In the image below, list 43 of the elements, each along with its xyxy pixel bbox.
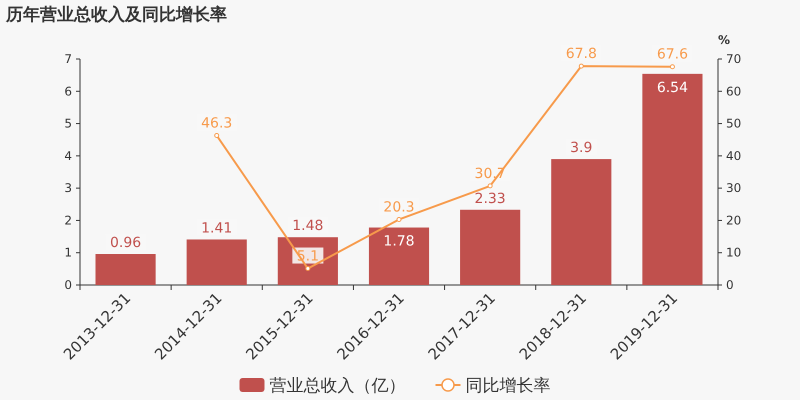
y2-tick-label: 70 [726,52,742,66]
y2-axis-title: % [718,33,730,47]
y-tick-label: 0 [64,278,72,292]
y2-tick-label: 20 [726,213,742,228]
y-tick-label: 6 [64,84,72,98]
data-label: 6.54 [656,80,688,96]
data-label: 0.96 [110,235,142,252]
chart-title: 历年营业总收入及同比增长率 [5,5,227,25]
point [488,183,493,188]
data-label: 1.48 [292,218,324,234]
data-label: 20.3 [383,199,415,216]
y-tick-label: 7 [64,52,72,66]
point [305,266,310,272]
data-label: 1.41 [201,220,232,236]
data-label: 1.78 [383,234,415,250]
y-tick-label: 4 [64,148,72,163]
bar [551,159,612,285]
bar [368,228,430,285]
y2-tick-label: 0 [726,278,734,292]
y2-tick-label: 40 [726,148,742,163]
y-tick-label: 1 [64,246,72,260]
point [214,133,220,138]
data-label: 67.8 [566,46,597,62]
y2-tick-label: 50 [726,116,742,131]
point [670,64,675,70]
y2-tick-label: 60 [726,84,742,98]
point [578,64,584,69]
bar [460,210,520,285]
bar [186,239,247,285]
y-tick-label: 5 [64,116,72,131]
legend-label: 同比增长率 [466,376,550,396]
point [396,216,402,222]
y2-tick-label: 30 [726,181,742,196]
data-label: 3.9 [570,140,592,156]
data-label: 2.33 [474,190,506,207]
bar [95,254,156,285]
y-tick-label: 3 [64,181,72,196]
bar [642,74,703,285]
data-label: 46.3 [201,116,232,132]
legend-label: 营业总收入（亿） [270,376,406,396]
data-label: 67.6 [656,46,688,63]
y2-tick-label: 10 [726,246,742,260]
y-tick-label: 2 [64,213,72,228]
